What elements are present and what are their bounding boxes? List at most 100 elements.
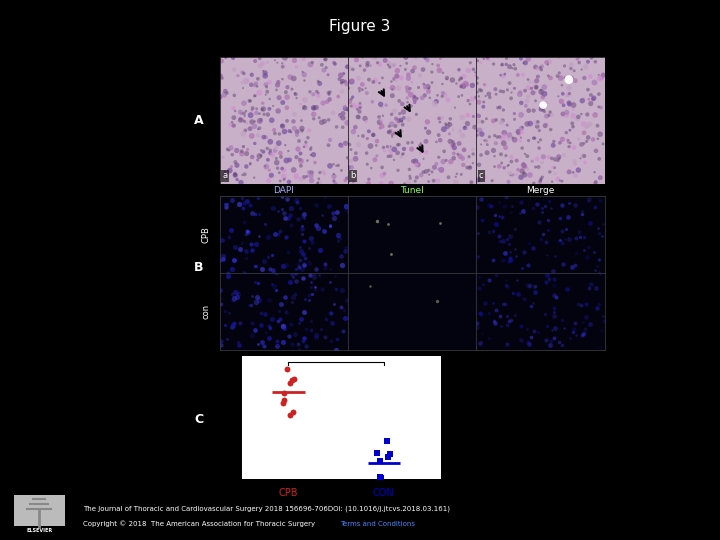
Point [536, 65, 547, 74]
Point [590, 146, 602, 155]
Point [506, 201, 518, 210]
Point [504, 254, 516, 262]
Point [471, 127, 482, 136]
Point [393, 117, 405, 125]
Point [441, 73, 453, 82]
Point [502, 161, 513, 170]
Point [271, 342, 283, 350]
Point [564, 89, 575, 98]
Point [459, 123, 471, 131]
Point [594, 75, 606, 83]
Point [549, 155, 561, 164]
Point [562, 213, 574, 221]
Point [463, 152, 474, 161]
Point [577, 330, 588, 339]
Point [544, 197, 555, 205]
Point [309, 103, 320, 111]
Point [234, 245, 246, 254]
Point [482, 140, 493, 149]
Point [472, 176, 484, 184]
Point [227, 323, 238, 332]
Point [236, 150, 248, 158]
Point [300, 141, 312, 150]
Point [572, 114, 583, 123]
Point [297, 250, 309, 259]
Point [266, 250, 277, 259]
Point [306, 168, 318, 177]
Point [238, 218, 250, 227]
Point [434, 219, 446, 227]
Point [487, 256, 499, 265]
Point [498, 164, 510, 172]
Point [412, 94, 423, 103]
Point [274, 177, 286, 185]
Point [385, 249, 397, 258]
Point [593, 268, 605, 277]
Point [505, 153, 517, 161]
Point [534, 126, 545, 135]
Point [228, 255, 240, 264]
Text: Figure 3: Figure 3 [329, 19, 391, 34]
Point [402, 98, 413, 106]
Point [513, 289, 524, 298]
Point [581, 137, 593, 146]
Point [526, 84, 537, 93]
Point [567, 105, 579, 114]
Point [474, 339, 486, 347]
Point [339, 103, 351, 111]
Point [528, 327, 539, 336]
Point [561, 285, 572, 293]
Point [456, 91, 468, 100]
Point [274, 314, 285, 323]
Point [479, 136, 490, 145]
Point [562, 112, 573, 120]
Point [469, 123, 480, 131]
Point [394, 109, 405, 118]
Point [513, 129, 524, 137]
Point [284, 379, 295, 387]
Point [309, 158, 320, 167]
Point [374, 60, 386, 69]
Point [565, 64, 577, 73]
Point [300, 138, 312, 146]
Point [264, 322, 275, 330]
Point [312, 180, 323, 188]
Point [377, 111, 389, 120]
Point [498, 139, 510, 147]
Point [274, 168, 285, 177]
Point [387, 83, 398, 92]
Point [259, 309, 271, 318]
Point [585, 72, 596, 81]
Point [402, 86, 413, 95]
Point [456, 131, 468, 140]
Point [291, 265, 302, 273]
Point [523, 55, 534, 63]
Point [594, 196, 606, 205]
Point [324, 136, 336, 144]
Point [392, 66, 403, 75]
Point [494, 103, 505, 112]
Point [413, 83, 424, 92]
Point [497, 134, 508, 143]
Text: Tunel: Tunel [400, 186, 424, 194]
Point [230, 158, 241, 166]
Point [280, 261, 292, 269]
Point [296, 116, 307, 125]
Point [319, 332, 330, 341]
Point [303, 296, 315, 305]
Point [582, 110, 593, 119]
Point [472, 117, 484, 125]
Point [243, 300, 255, 309]
Point [500, 281, 512, 290]
Point [537, 93, 549, 102]
Point [534, 63, 546, 72]
Point [284, 277, 296, 286]
Point [273, 316, 284, 325]
Point [507, 64, 518, 72]
Point [289, 289, 300, 298]
Point [441, 75, 452, 84]
Point [295, 175, 307, 184]
Point [492, 104, 503, 112]
Point [511, 275, 523, 284]
Point [376, 474, 387, 483]
